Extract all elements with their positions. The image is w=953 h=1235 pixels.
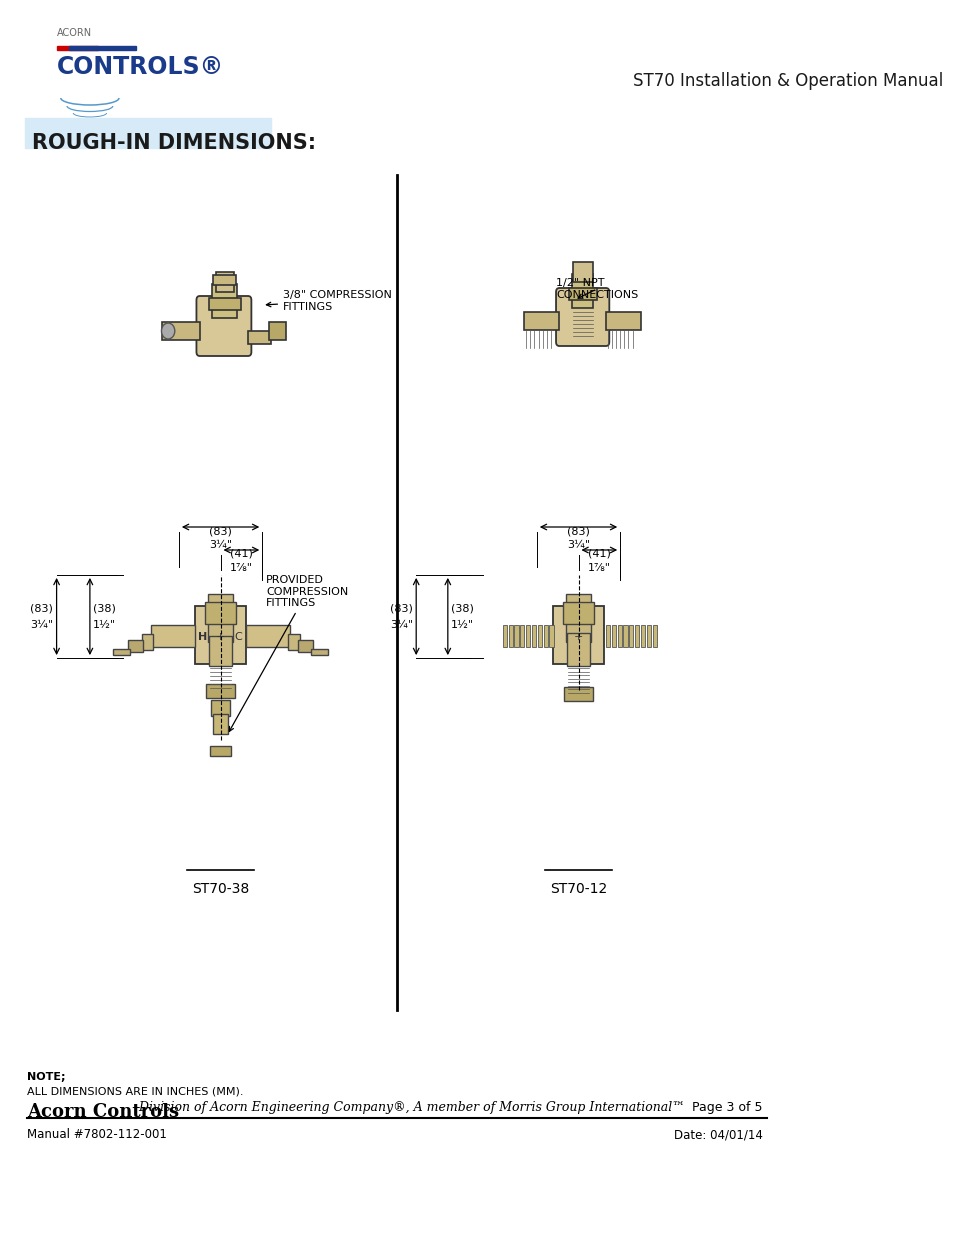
Text: C: C	[233, 632, 242, 642]
Text: 1½": 1½"	[451, 620, 474, 630]
Bar	[194, 606, 246, 664]
Bar	[311, 650, 328, 655]
Bar	[246, 625, 290, 647]
Bar	[128, 640, 143, 652]
Text: 3/8" COMPRESSION
FITTINGS: 3/8" COMPRESSION FITTINGS	[266, 290, 392, 311]
Bar	[652, 625, 656, 647]
Bar	[213, 714, 228, 734]
Text: Date: 04/01/14: Date: 04/01/14	[673, 1128, 761, 1141]
Bar	[269, 322, 285, 340]
Bar	[552, 606, 603, 664]
Bar	[209, 298, 240, 310]
Bar	[208, 594, 233, 642]
Text: 1/2" NPT
CONNECTIONS: 1/2" NPT CONNECTIONS	[556, 278, 638, 300]
Text: Page 3 of 5: Page 3 of 5	[691, 1100, 761, 1114]
Text: Manual #7802-112-001: Manual #7802-112-001	[27, 1128, 167, 1141]
Text: +: +	[215, 632, 225, 642]
Text: (41): (41)	[587, 550, 610, 559]
Bar	[212, 284, 237, 317]
Bar	[210, 746, 232, 756]
Bar	[611, 625, 616, 647]
Bar	[205, 601, 236, 624]
Bar	[288, 634, 299, 650]
Bar	[549, 625, 553, 647]
Bar	[629, 625, 633, 647]
Text: CONTROLS®: CONTROLS®	[56, 56, 224, 79]
Bar	[543, 625, 547, 647]
Text: (38): (38)	[451, 604, 474, 614]
Circle shape	[161, 324, 174, 338]
Text: ALL DIMENSIONS ARE IN INCHES (MM).: ALL DIMENSIONS ARE IN INCHES (MM).	[27, 1086, 243, 1095]
Bar	[162, 322, 199, 340]
Bar	[571, 274, 593, 308]
Bar	[605, 625, 610, 647]
Bar	[563, 687, 593, 701]
Text: 1⅞": 1⅞"	[230, 563, 253, 573]
Bar	[572, 262, 592, 282]
Bar	[524, 312, 558, 330]
Text: ST70 Installation & Operation Manual: ST70 Installation & Operation Manual	[632, 72, 942, 90]
Bar	[568, 288, 597, 300]
Text: (83): (83)	[30, 604, 53, 614]
Text: PROVIDED
COMPRESSION
FITTINGS: PROVIDED COMPRESSION FITTINGS	[229, 576, 348, 731]
Text: (41): (41)	[230, 550, 253, 559]
Text: 1½": 1½"	[93, 620, 116, 630]
Text: (83): (83)	[566, 526, 589, 536]
Text: 3¼": 3¼"	[390, 620, 413, 630]
Text: (83): (83)	[209, 526, 232, 536]
Bar	[113, 650, 130, 655]
Bar	[152, 625, 194, 647]
Bar	[617, 625, 621, 647]
Bar	[141, 634, 153, 650]
Text: (83): (83)	[390, 604, 413, 614]
Bar	[566, 634, 590, 666]
Text: 1⅞": 1⅞"	[587, 563, 610, 573]
Bar	[297, 640, 313, 652]
Text: ST70-12: ST70-12	[549, 882, 606, 897]
Bar	[25, 119, 271, 148]
Bar	[646, 625, 650, 647]
Text: 3¼": 3¼"	[209, 540, 232, 550]
Bar	[640, 625, 644, 647]
Bar	[565, 594, 590, 642]
Text: ACORN: ACORN	[56, 28, 91, 38]
Text: 3¼": 3¼"	[30, 620, 53, 630]
Bar	[206, 684, 234, 698]
Bar	[635, 625, 639, 647]
Bar	[508, 625, 512, 647]
FancyBboxPatch shape	[196, 296, 252, 356]
Bar	[213, 275, 236, 285]
Bar	[537, 625, 541, 647]
Bar	[623, 625, 627, 647]
Text: Division of Acorn Engineering Company®, A member of Morris Group International™: Division of Acorn Engineering Company®, …	[134, 1100, 684, 1114]
Bar	[525, 625, 530, 647]
Text: H: H	[198, 632, 208, 642]
Text: (38): (38)	[93, 604, 116, 614]
Bar	[212, 700, 230, 716]
Bar	[56, 46, 98, 49]
FancyBboxPatch shape	[556, 288, 609, 346]
Bar	[215, 272, 233, 291]
Bar	[502, 625, 506, 647]
Bar	[514, 625, 518, 647]
Text: ST70-38: ST70-38	[192, 882, 249, 897]
Text: NOTE;: NOTE;	[27, 1072, 65, 1082]
Bar	[69, 46, 135, 49]
Bar	[519, 625, 524, 647]
Text: ROUGH-IN DIMENSIONS:: ROUGH-IN DIMENSIONS:	[31, 133, 315, 153]
Bar	[532, 625, 536, 647]
Text: 3¼": 3¼"	[566, 540, 590, 550]
Bar	[562, 601, 594, 624]
Bar	[248, 331, 271, 345]
Bar	[605, 312, 640, 330]
Text: Acorn Controls: Acorn Controls	[27, 1103, 178, 1121]
Bar	[209, 636, 232, 666]
Text: +: +	[573, 632, 582, 642]
